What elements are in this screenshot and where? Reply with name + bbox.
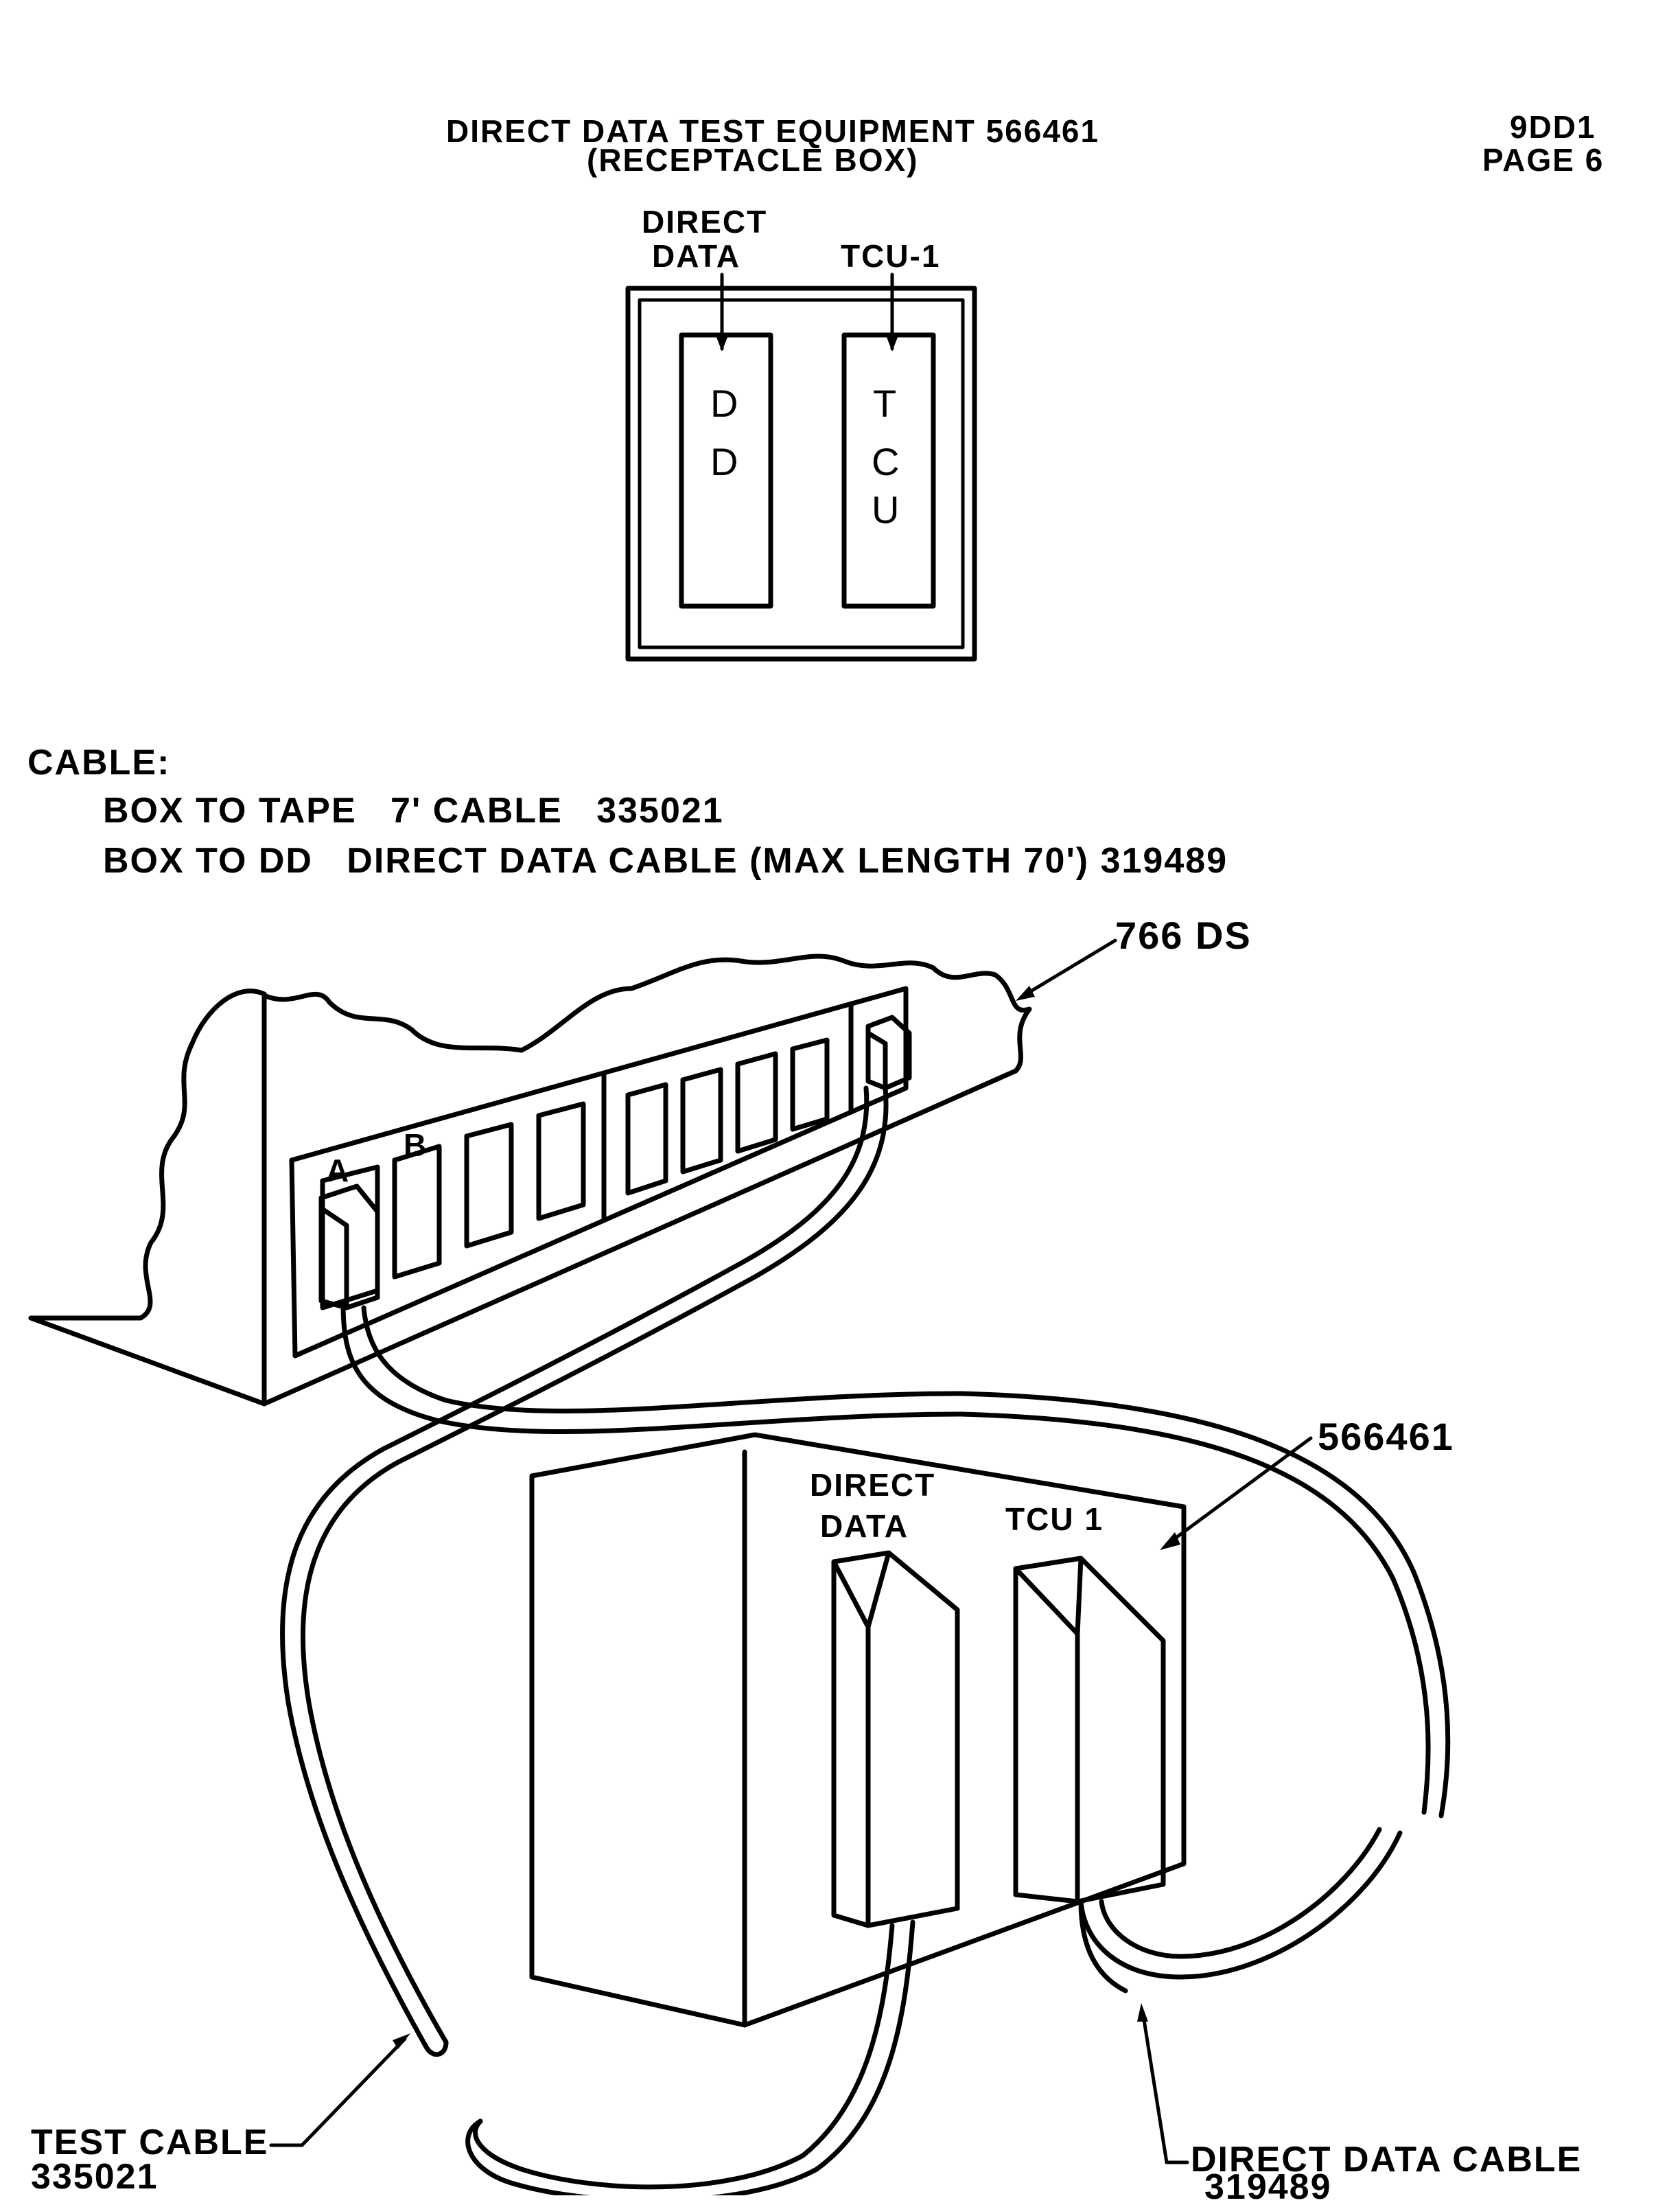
box-front-face (529, 1432, 1187, 2028)
header-subtitle: (RECEPTACLE BOX) (587, 142, 919, 178)
wall-top-edge (261, 954, 1032, 1407)
test-cable-number: 335021 (31, 2157, 159, 2197)
cables (269, 938, 1451, 2195)
box-callout-arrow (1160, 1436, 1313, 1550)
dd-cable-number: 319489 (1204, 2167, 1332, 2207)
cable-heading: CABLE: (27, 743, 171, 783)
test-cable-upper-2 (361, 1305, 1451, 1818)
panel-slot-3 (464, 1122, 514, 1249)
tcu-arrow (885, 273, 899, 351)
test-cable-lower (473, 1923, 895, 2190)
panel-slot-8 (790, 1037, 830, 1132)
test-cable-label: TEST CABLE (31, 2123, 269, 2162)
panel-slot-b (392, 1144, 442, 1280)
test-cable-lower-2 (465, 1919, 915, 2195)
receptacle-box-inner (638, 298, 965, 649)
box-tcu-plug (1013, 1556, 1166, 1904)
dd-cable-arrow (1137, 2003, 1189, 2164)
slot-b-label: B (404, 1127, 428, 1163)
tcu-slot-letter-1: T (873, 382, 898, 425)
wall-torn-edge (28, 989, 267, 1321)
panel-slot-6 (680, 1067, 723, 1175)
slot-a-label: A (326, 1153, 351, 1188)
plug-slot-a (318, 1183, 380, 1310)
box-dd-plug (831, 1550, 960, 1928)
box-label-data: DATA (820, 1508, 909, 1544)
receptacle-label-data: DATA (652, 238, 740, 274)
receptacle-box-outer (625, 286, 977, 662)
plug-right-slot (865, 1015, 912, 1091)
panel-slot-7 (735, 1051, 778, 1154)
page-label: PAGE 6 (1482, 142, 1605, 178)
tcu-slot-letter-3: U (872, 488, 901, 531)
tcu-slot-letter-2: C (872, 440, 901, 483)
box-callout: 566461 (1318, 1415, 1454, 1458)
cable-note-box-to-tape: BOX TO TAPE 7' CABLE 335021 (103, 791, 724, 831)
header-title: DIRECT DATA TEST EQUIPMENT 566461 (446, 113, 1100, 149)
receptacle-box (625, 273, 977, 662)
dd-cable-lower (1078, 1830, 1403, 1980)
766-ds-arrow (1016, 938, 1117, 1001)
766-ds-callout: 766 DS (1115, 914, 1252, 957)
dd-cable-label: DIRECT DATA CABLE (1191, 2140, 1583, 2180)
cable-note-box-to-dd: BOX TO DD DIRECT DATA CABLE (MAX LENGTH … (103, 841, 1228, 881)
connector-panel (289, 986, 909, 1359)
panel-slot-4 (536, 1101, 586, 1221)
box-label-direct: DIRECT (810, 1467, 936, 1503)
test-cable-upper (340, 1302, 1431, 1815)
panel-slot-5 (625, 1082, 668, 1196)
dd-cable-upper (300, 1085, 889, 2045)
dd-cable-upper-2 (280, 1085, 870, 2048)
box-label-tcu: TCU 1 (1005, 1501, 1104, 1537)
receptacle-label-tcu: TCU-1 (841, 238, 941, 274)
dd-slot-letter-2: D (710, 440, 740, 483)
766-ds-unit (28, 954, 1032, 1407)
dd-slot-letter-1: D (710, 382, 740, 425)
receptacle-label-direct: DIRECT (642, 204, 768, 240)
test-cable-arrow (269, 2033, 410, 2147)
dd-cable-lower-2 (1099, 1827, 1382, 1959)
document-id: 9DD1 (1510, 109, 1596, 145)
direct-data-arrow (715, 273, 729, 351)
test-equipment-box (529, 1432, 1313, 2028)
